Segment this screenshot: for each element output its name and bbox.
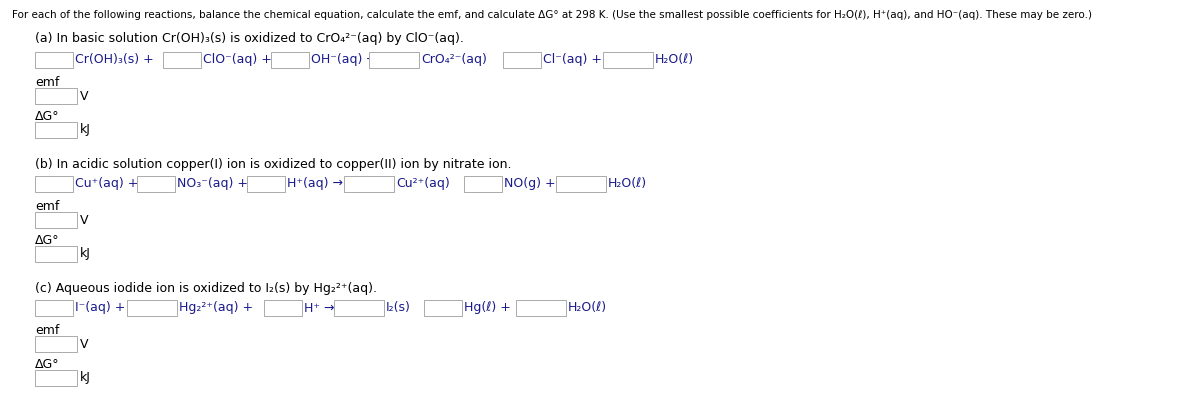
Text: Hg₂²⁺(aq) +: Hg₂²⁺(aq) + <box>179 301 253 314</box>
Text: emf: emf <box>35 324 59 337</box>
Text: (c) Aqueous iodide ion is oxidized to I₂(s) by Hg₂²⁺(aq).: (c) Aqueous iodide ion is oxidized to I₂… <box>35 282 377 295</box>
Bar <box>35 246 77 262</box>
Text: NO₃⁻(aq) +: NO₃⁻(aq) + <box>178 177 248 191</box>
Bar <box>424 300 462 316</box>
Text: Hg(ℓ) +: Hg(ℓ) + <box>464 301 511 314</box>
Text: For each of the following reactions, balance the chemical equation, calculate th: For each of the following reactions, bal… <box>12 10 1092 20</box>
Text: emf: emf <box>35 200 59 213</box>
Bar <box>464 176 502 192</box>
Text: Cu⁺(aq) +: Cu⁺(aq) + <box>74 177 138 191</box>
Text: kJ: kJ <box>80 123 91 137</box>
Bar <box>35 88 77 104</box>
Text: NO(g) +: NO(g) + <box>504 177 556 191</box>
Text: (a) In basic solution Cr(OH)₃(s) is oxidized to CrO₄²⁻(aq) by ClO⁻(aq).: (a) In basic solution Cr(OH)₃(s) is oxid… <box>35 32 464 45</box>
Bar <box>503 52 541 68</box>
Text: ΔG°: ΔG° <box>35 234 60 247</box>
Text: V: V <box>80 89 89 102</box>
Bar <box>247 176 286 192</box>
Bar <box>556 176 606 192</box>
Text: (b) In acidic solution copper(I) ion is oxidized to copper(II) ion by nitrate io: (b) In acidic solution copper(I) ion is … <box>35 158 511 171</box>
Bar <box>516 300 566 316</box>
Bar <box>604 52 653 68</box>
Text: I⁻(aq) +: I⁻(aq) + <box>74 301 125 314</box>
Text: ΔG°: ΔG° <box>35 110 60 123</box>
Text: kJ: kJ <box>80 247 91 260</box>
Bar <box>35 52 73 68</box>
Text: kJ: kJ <box>80 372 91 385</box>
Bar <box>35 300 73 316</box>
Text: I₂(s): I₂(s) <box>386 301 410 314</box>
Bar <box>35 370 77 386</box>
Text: Cr(OH)₃(s) +: Cr(OH)₃(s) + <box>74 54 154 67</box>
Bar <box>127 300 178 316</box>
Bar <box>35 122 77 138</box>
Bar <box>35 176 73 192</box>
Bar <box>334 300 384 316</box>
Text: emf: emf <box>35 76 59 89</box>
Text: Cu²⁺(aq): Cu²⁺(aq) <box>396 177 450 191</box>
Bar <box>344 176 394 192</box>
Text: H⁺(aq) →: H⁺(aq) → <box>287 177 343 191</box>
Text: V: V <box>80 214 89 227</box>
Bar <box>271 52 310 68</box>
Bar <box>35 212 77 228</box>
Bar <box>370 52 419 68</box>
Text: H₂O(ℓ): H₂O(ℓ) <box>655 54 694 67</box>
Bar <box>264 300 302 316</box>
Text: H₂O(ℓ): H₂O(ℓ) <box>608 177 647 191</box>
Text: H₂O(ℓ): H₂O(ℓ) <box>568 301 607 314</box>
Text: ClO⁻(aq) +: ClO⁻(aq) + <box>203 54 272 67</box>
Text: Cl⁻(aq) +: Cl⁻(aq) + <box>542 54 602 67</box>
Text: CrO₄²⁻(aq): CrO₄²⁻(aq) <box>421 54 487 67</box>
Bar <box>137 176 175 192</box>
Text: ΔG°: ΔG° <box>35 358 60 371</box>
Bar <box>163 52 202 68</box>
Bar <box>35 336 77 352</box>
Text: H⁺ →: H⁺ → <box>304 301 335 314</box>
Text: V: V <box>80 337 89 351</box>
Text: OH⁻(aq) →: OH⁻(aq) → <box>311 54 377 67</box>
